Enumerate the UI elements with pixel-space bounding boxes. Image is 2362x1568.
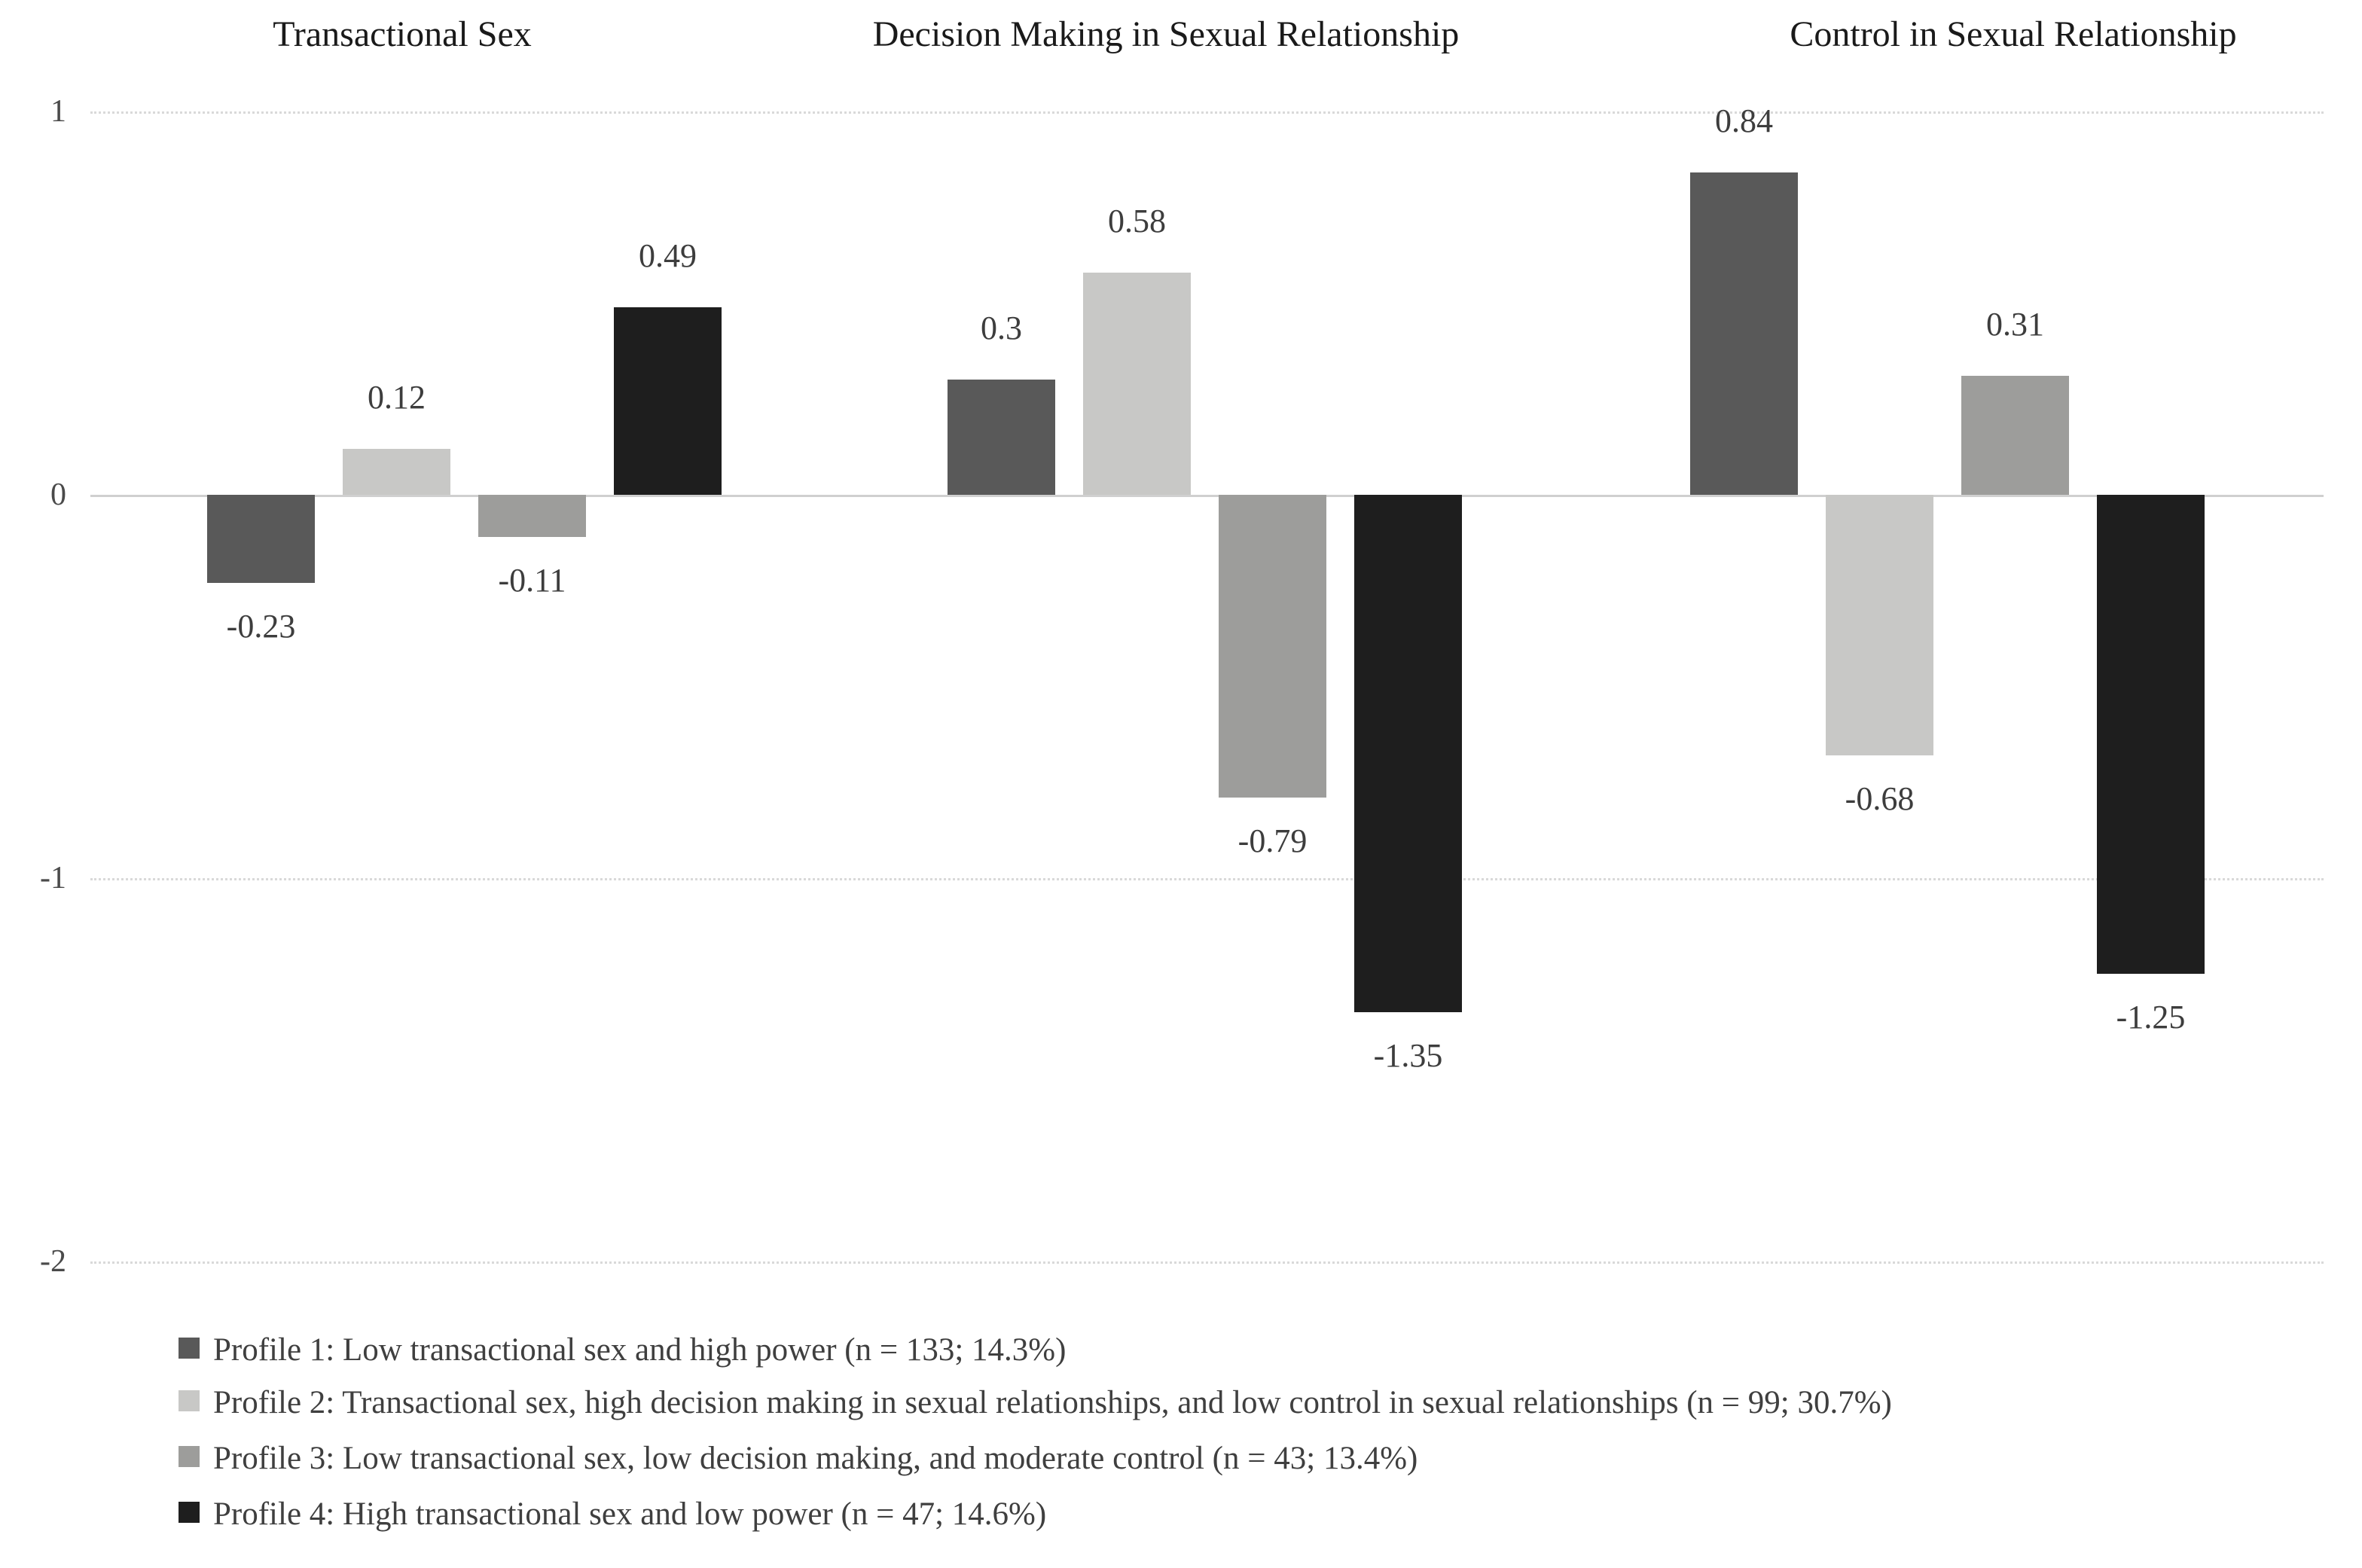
y-tick-neg1: -1 <box>40 861 66 895</box>
gridline-y1 <box>90 111 2324 114</box>
bar-profile2-category2 <box>1083 273 1191 495</box>
bar-value-label-profile2-category3: -0.68 <box>1845 780 1915 817</box>
bar-value-label-profile1-category1: -0.23 <box>226 608 296 645</box>
legend-item-profile4: Profile 4: High transactional sex and lo… <box>179 1491 1046 1533</box>
bar-value-label-profile4-category2: -1.35 <box>1373 1037 1443 1074</box>
bar-value-label-profile3-category1: -0.11 <box>498 562 566 599</box>
legend-label-profile2: Profile 2: Transactional sex, high decis… <box>213 1385 1892 1421</box>
category-title-control: Control in Sexual Relationship <box>1790 14 2237 54</box>
bar-value-label-profile4-category3: -1.25 <box>2116 999 2186 1036</box>
bar-profile4-category3 <box>2097 495 2205 974</box>
bar-profile2-category1 <box>343 449 450 495</box>
bar-profile4-category1 <box>614 307 722 495</box>
y-tick-1: 1 <box>50 94 66 129</box>
bar-value-label-profile2-category2: 0.58 <box>1108 203 1166 239</box>
legend-label-profile4: Profile 4: High transactional sex and lo… <box>213 1496 1047 1533</box>
bar-value-label-profile1-category2: 0.3 <box>981 310 1022 346</box>
bar-profile3-category3 <box>1961 376 2069 495</box>
legend-swatch-icon-profile2 <box>179 1390 200 1412</box>
legend-label-profile1: Profile 1: Low transactional sex and hig… <box>213 1332 1067 1368</box>
legend-item-profile1: Profile 1: Low transactional sex and hig… <box>179 1327 1066 1369</box>
bar-value-label-profile3-category2: -0.79 <box>1237 822 1308 859</box>
legend-label-profile3: Profile 3: Low transactional sex, low de… <box>213 1441 1418 1477</box>
category-title-decision-making: Decision Making in Sexual Relationship <box>872 14 1460 54</box>
bar-value-label-profile4-category1: 0.49 <box>639 237 697 274</box>
y-tick-neg2: -2 <box>40 1244 66 1279</box>
category-title-transactional-sex: Transactional Sex <box>273 14 532 54</box>
bar-profile1-category2 <box>948 380 1055 495</box>
bar-profile3-category1 <box>478 495 586 537</box>
bar-value-label-profile2-category1: 0.12 <box>368 379 426 416</box>
gridline-y0-axis <box>90 495 2324 497</box>
gridline-y-2 <box>90 1261 2324 1264</box>
bar-value-label-profile1-category3: 0.84 <box>1715 102 1773 139</box>
legend-swatch-icon-profile3 <box>179 1446 200 1468</box>
bar-profile3-category2 <box>1219 495 1326 798</box>
bar-value-label-profile3-category3: 0.31 <box>1986 306 2044 343</box>
legend-item-profile3: Profile 3: Low transactional sex, low de… <box>179 1435 1418 1478</box>
bar-profile2-category3 <box>1826 495 1933 755</box>
legend-swatch-icon-profile4 <box>179 1502 200 1524</box>
bar-profile1-category3 <box>1690 172 1798 495</box>
legend-swatch-icon-profile1 <box>179 1338 200 1359</box>
y-tick-0: 0 <box>50 477 66 512</box>
bar-profile4-category2 <box>1354 495 1462 1012</box>
legend-item-profile2: Profile 2: Transactional sex, high decis… <box>179 1380 1892 1422</box>
bar-profile1-category1 <box>207 495 315 583</box>
gridline-y-1 <box>90 878 2324 880</box>
